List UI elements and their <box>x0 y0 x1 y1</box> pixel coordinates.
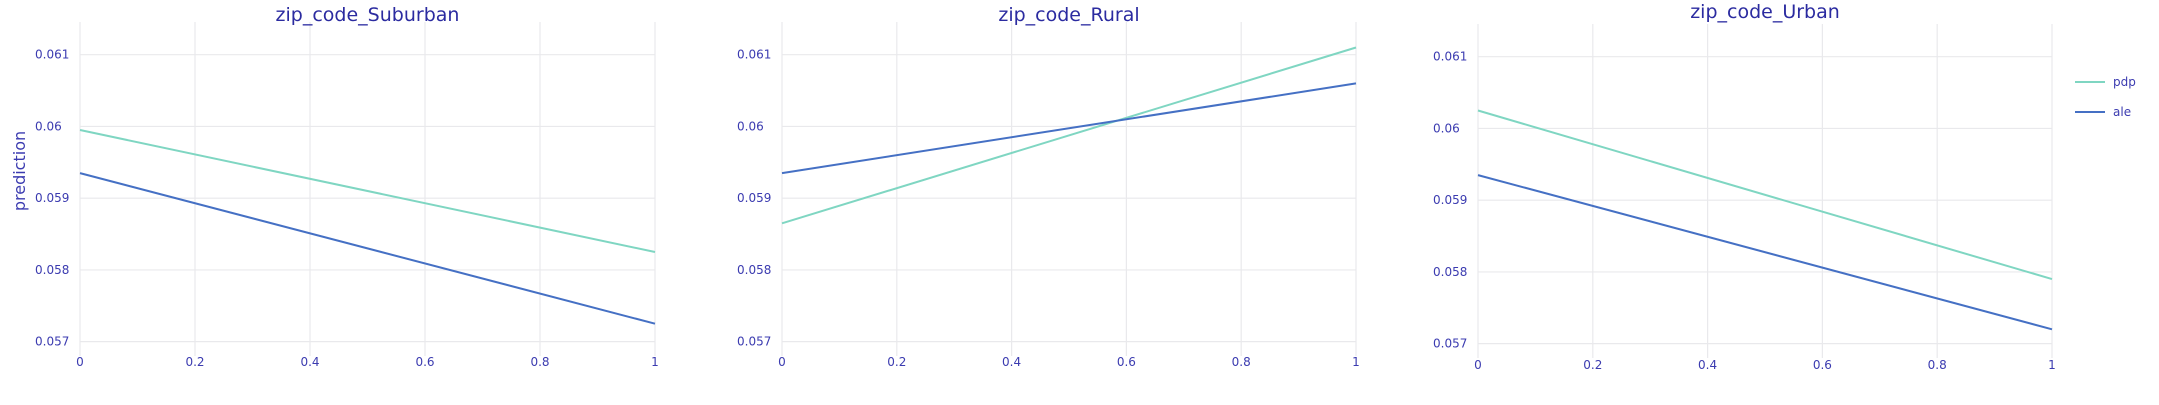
y-tick-label: 0.06 <box>35 119 62 133</box>
legend: pdp ale <box>2075 75 2136 119</box>
series-line-pdp <box>79 129 656 253</box>
legend-item-pdp[interactable]: pdp <box>2075 75 2136 89</box>
y-tick-label: 0.057 <box>35 335 69 349</box>
x-tick-label: 0.6 <box>1117 355 1136 369</box>
y-tick-label: 0.058 <box>1433 265 1467 279</box>
chart-panel-1: 0.057 0.058 0.059 0.06 0.061 0 0.2 0.4 0.6 0.8 1 zi… <box>10 4 659 369</box>
panel-title: zip_code_Urban <box>1690 1 1840 23</box>
x-tick-label: 0.8 <box>1928 358 1947 372</box>
y-tick-label: 0.061 <box>1433 50 1467 64</box>
x-tick-label: 0.8 <box>1232 355 1251 369</box>
x-tick-label: 0.6 <box>1813 358 1832 372</box>
x-tick-label: 0.6 <box>415 355 434 369</box>
x-tick-label: 0.4 <box>1698 358 1717 372</box>
y-axis-title: prediction <box>10 131 29 211</box>
series-line-ale <box>1477 174 2053 331</box>
y-tick-label: 0.061 <box>35 48 69 62</box>
series-line-pdp <box>781 46 1357 225</box>
x-tick-label: 0 <box>778 355 786 369</box>
x-tick-label: 0.4 <box>300 355 319 369</box>
x-tick-label: 0 <box>1474 358 1482 372</box>
series-line-ale <box>79 172 656 325</box>
chart-panel-3: 0.057 0.058 0.059 0.06 0.061 0 0.2 0.4 0.6 0.8 1 zi… <box>1433 1 2056 372</box>
legend-label: ale <box>2113 105 2131 119</box>
x-tick-label: 1 <box>2048 358 2056 372</box>
chart-panel-2: 0.057 0.058 0.059 0.06 0.061 0 0.2 0.4 0.6 0.8 1 zi… <box>737 4 1360 369</box>
x-tick-label: 1 <box>651 355 659 369</box>
y-tick-label: 0.059 <box>737 191 771 205</box>
y-tick-label: 0.057 <box>1433 337 1467 351</box>
y-tick-label: 0.06 <box>1433 121 1460 135</box>
y-tick-label: 0.059 <box>35 191 69 205</box>
x-tick-label: 1 <box>1352 355 1360 369</box>
x-tick-label: 0.2 <box>185 355 204 369</box>
series-line-pdp <box>1477 109 2053 281</box>
x-tick-label: 0.2 <box>1583 358 1602 372</box>
x-tick-label: 0.2 <box>887 355 906 369</box>
y-tick-label: 0.058 <box>35 263 69 277</box>
y-tick-label: 0.058 <box>737 263 771 277</box>
y-tick-label: 0.061 <box>737 48 771 62</box>
legend-label: pdp <box>2113 75 2136 89</box>
y-tick-label: 0.06 <box>737 119 764 133</box>
panel-title: zip_code_Rural <box>998 4 1139 26</box>
series-line-ale <box>781 82 1357 175</box>
y-tick-label: 0.057 <box>737 335 771 349</box>
y-tick-label: 0.059 <box>1433 193 1467 207</box>
x-tick-label: 0.8 <box>530 355 549 369</box>
x-tick-label: 0.4 <box>1002 355 1021 369</box>
x-tick-label: 0 <box>76 355 84 369</box>
legend-item-ale[interactable]: ale <box>2075 105 2131 119</box>
panel-title: zip_code_Suburban <box>276 4 460 26</box>
